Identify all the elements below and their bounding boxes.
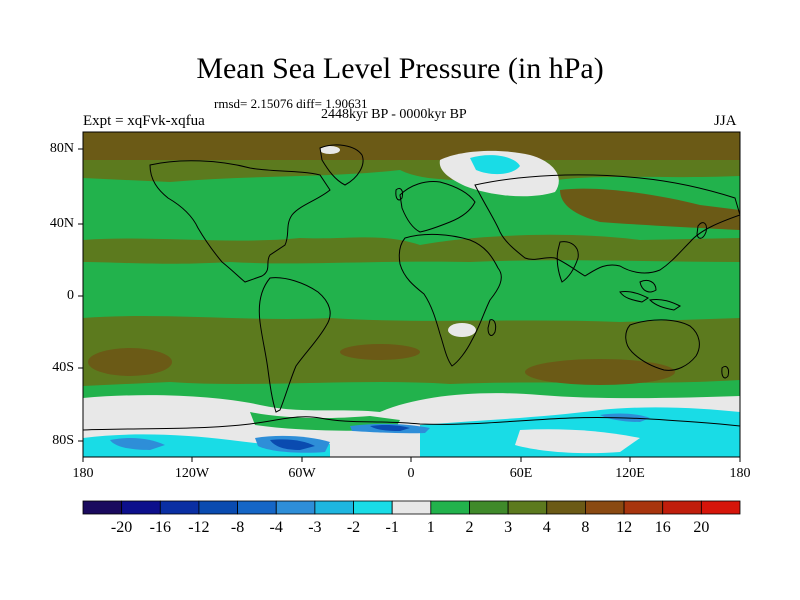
colorbar-box bbox=[159, 500, 200, 515]
colorbar-box bbox=[700, 500, 741, 515]
lat-label-80s: 80S bbox=[52, 433, 74, 448]
field-antarctic-blue-ross bbox=[110, 437, 165, 450]
coast-australia bbox=[625, 319, 700, 371]
field-greenland-neutral bbox=[320, 146, 340, 154]
coast-greenland bbox=[319, 144, 364, 186]
colorbar-box bbox=[469, 500, 509, 515]
colorbar-box bbox=[662, 500, 702, 515]
colorbar-label: 20 bbox=[693, 519, 710, 536]
colorbar-box bbox=[198, 500, 238, 515]
colorbar-label: 8 bbox=[581, 519, 590, 536]
field-africa-neutral bbox=[448, 323, 476, 337]
colorbar-label: -2 bbox=[346, 519, 361, 536]
lon-ticks bbox=[82, 457, 741, 462]
field-antarctic-neutral-island bbox=[515, 429, 640, 454]
colorbar-label: -16 bbox=[149, 519, 171, 536]
field-eurasia-high bbox=[560, 188, 740, 230]
season-label: JJA bbox=[714, 113, 737, 129]
colorbar-box bbox=[82, 500, 123, 515]
field-nh-band bbox=[83, 234, 740, 264]
lon-label-180w: 180 bbox=[72, 466, 94, 481]
lon-label-180e: 180 bbox=[729, 466, 751, 481]
lon-label-120e: 120E bbox=[615, 466, 645, 481]
experiment-label: Expt = xqFvk-xqfua bbox=[83, 113, 205, 129]
colorbar-label: 4 bbox=[542, 519, 551, 536]
colorbar-box bbox=[585, 500, 625, 515]
lon-label-60w: 60W bbox=[288, 466, 316, 481]
colorbar-box bbox=[121, 500, 161, 515]
colorbar-label: -8 bbox=[230, 519, 245, 536]
coast-new-zealand bbox=[721, 365, 729, 379]
rmsd-diff-stats: rmsd= 2.15076 diff= 1.90631 bbox=[214, 96, 368, 111]
colorbar-label: -20 bbox=[110, 519, 133, 536]
field-sh-high-west bbox=[88, 348, 172, 376]
lat-label-80n: 80N bbox=[49, 141, 74, 156]
colorbar-box bbox=[623, 500, 664, 515]
colorbar-label: 16 bbox=[654, 519, 671, 536]
field-antarctic-deep-west bbox=[270, 439, 315, 450]
colorbar-box bbox=[430, 500, 470, 515]
colorbar-label: -3 bbox=[308, 519, 322, 536]
colorbar-label: -1 bbox=[385, 519, 399, 536]
field-arctic-high bbox=[83, 132, 740, 160]
colorbar-label: 3 bbox=[504, 519, 513, 536]
coast-south-america bbox=[258, 277, 331, 413]
map-title: Mean Sea Level Pressure (in hPa) bbox=[196, 52, 604, 85]
lat-label-40n: 40N bbox=[49, 216, 74, 231]
field-sh-high-east bbox=[525, 359, 675, 385]
coast-uk bbox=[395, 187, 403, 201]
colorbar-box bbox=[314, 500, 354, 515]
lon-label-0: 0 bbox=[407, 466, 415, 481]
coast-africa bbox=[398, 233, 502, 367]
coast-japan bbox=[696, 222, 707, 239]
map-field bbox=[83, 132, 740, 457]
field-sh-high-mid bbox=[340, 344, 420, 360]
coastlines bbox=[83, 144, 740, 431]
coast-antarctica bbox=[83, 416, 740, 431]
coast-india bbox=[556, 241, 579, 283]
coast-asia bbox=[474, 174, 740, 277]
colorbar-label: -12 bbox=[188, 519, 210, 536]
coast-madagascar bbox=[487, 319, 497, 336]
field-arctic-lightblue bbox=[470, 155, 520, 175]
field-antarctic-deep-coast bbox=[370, 424, 410, 431]
colorbar-label: -4 bbox=[269, 519, 283, 536]
colorbar-box bbox=[507, 500, 548, 515]
colorbar-box bbox=[237, 500, 277, 515]
coast-europe bbox=[399, 181, 476, 233]
colorbar-label: 1 bbox=[426, 519, 435, 536]
time-period: 2448kyr BP - 0000kyr BP bbox=[321, 107, 467, 122]
lat-label-equator: 0 bbox=[67, 288, 74, 303]
colorbar-box bbox=[275, 500, 316, 515]
colorbar-label: 2 bbox=[465, 519, 474, 536]
colorbar-box bbox=[546, 500, 586, 515]
coast-borneo bbox=[639, 279, 657, 293]
lon-label-60e: 60E bbox=[509, 466, 533, 481]
colorbar-box bbox=[391, 500, 432, 515]
lat-label-40s: 40S bbox=[52, 360, 74, 375]
coast-indonesia-1 bbox=[619, 291, 649, 303]
colorbar bbox=[82, 500, 741, 515]
colorbar-box bbox=[353, 500, 393, 515]
lon-label-120w: 120W bbox=[174, 466, 210, 481]
coast-indonesia-2 bbox=[648, 299, 681, 311]
coast-north-america bbox=[149, 160, 331, 283]
lat-ticks bbox=[78, 148, 83, 442]
colorbar-label: 12 bbox=[616, 519, 633, 536]
